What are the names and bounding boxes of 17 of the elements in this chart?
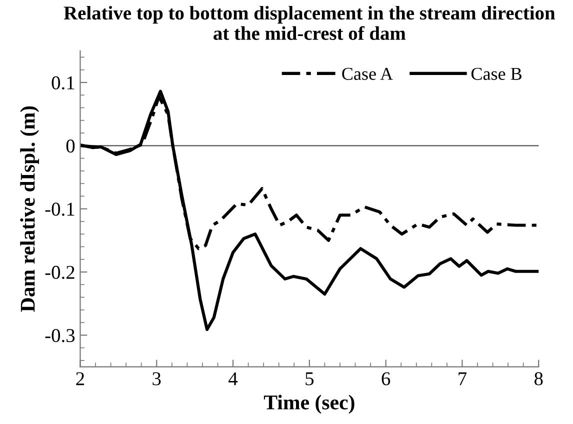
y-tick-label: -0.1 xyxy=(45,202,74,216)
y-tick-label: -0.3 xyxy=(45,328,75,342)
legend-label: Case B xyxy=(471,68,522,80)
legend-label: Case A xyxy=(342,68,393,80)
y-tick-label: 0 xyxy=(66,139,75,153)
chart-title: Relative top to bottom displacement in the stream direction at the mid-crest of dam xyxy=(64,6,556,40)
x-tick-label: 6 xyxy=(382,372,390,386)
x-axis-title: Time (sec) xyxy=(264,394,354,414)
x-tick-label: 2 xyxy=(76,372,84,386)
x-tick-label: 4 xyxy=(228,372,238,386)
y-axis-title: Dam relative dIspl. (m) xyxy=(20,106,40,312)
x-tick-label: 3 xyxy=(152,372,161,386)
x-tick-label: 8 xyxy=(534,372,543,386)
y-tick-label: -0.2 xyxy=(45,266,74,280)
y-tick-label: 0.1 xyxy=(52,76,74,90)
x-tick-label: 5 xyxy=(306,372,314,386)
x-tick-label: 7 xyxy=(458,372,467,386)
